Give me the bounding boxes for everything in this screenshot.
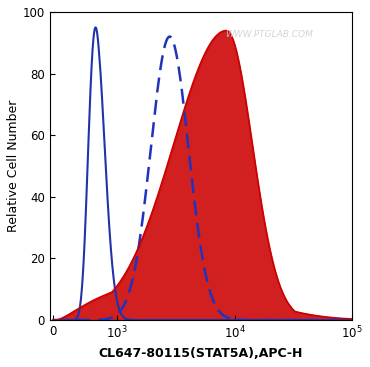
Text: WWW.PTGLAB.COM: WWW.PTGLAB.COM xyxy=(225,30,313,39)
X-axis label: CL647-80115(STAT5A),APC-H: CL647-80115(STAT5A),APC-H xyxy=(99,347,303,360)
Y-axis label: Relative Cell Number: Relative Cell Number xyxy=(7,100,20,232)
